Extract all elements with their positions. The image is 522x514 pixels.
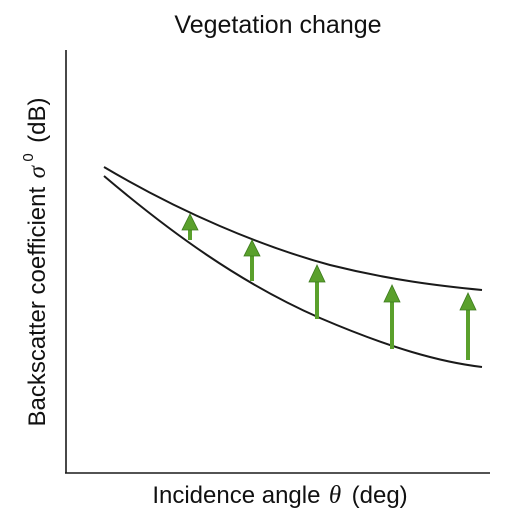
x-axis-unit: (deg) [352, 482, 408, 509]
lower-curve [103, 175, 483, 368]
y-axis-label-text: Backscatter coefficient [24, 187, 51, 427]
x-axis-label: Incidence angle θ (deg) [152, 482, 407, 509]
change-arrow-3 [308, 264, 326, 319]
change-arrow-4 [383, 284, 401, 349]
change-arrows [181, 213, 477, 360]
change-arrow-2 [243, 239, 261, 281]
y-axis-unit: (dB) [24, 97, 51, 142]
y-axis-label: Backscatter coefficient σ 0 (dB) [20, 97, 51, 426]
x-axis-symbol: θ [329, 482, 341, 509]
y-axis-symbol: σ [24, 164, 51, 178]
diagram-title: Vegetation change [174, 11, 381, 39]
y-axis-superscript: 0 [20, 153, 37, 161]
change-arrow-5 [459, 292, 477, 360]
x-axis-label-text: Incidence angle [152, 482, 320, 509]
axes [65, 50, 490, 474]
upper-curve [103, 166, 483, 291]
change-arrow-1 [181, 213, 199, 240]
